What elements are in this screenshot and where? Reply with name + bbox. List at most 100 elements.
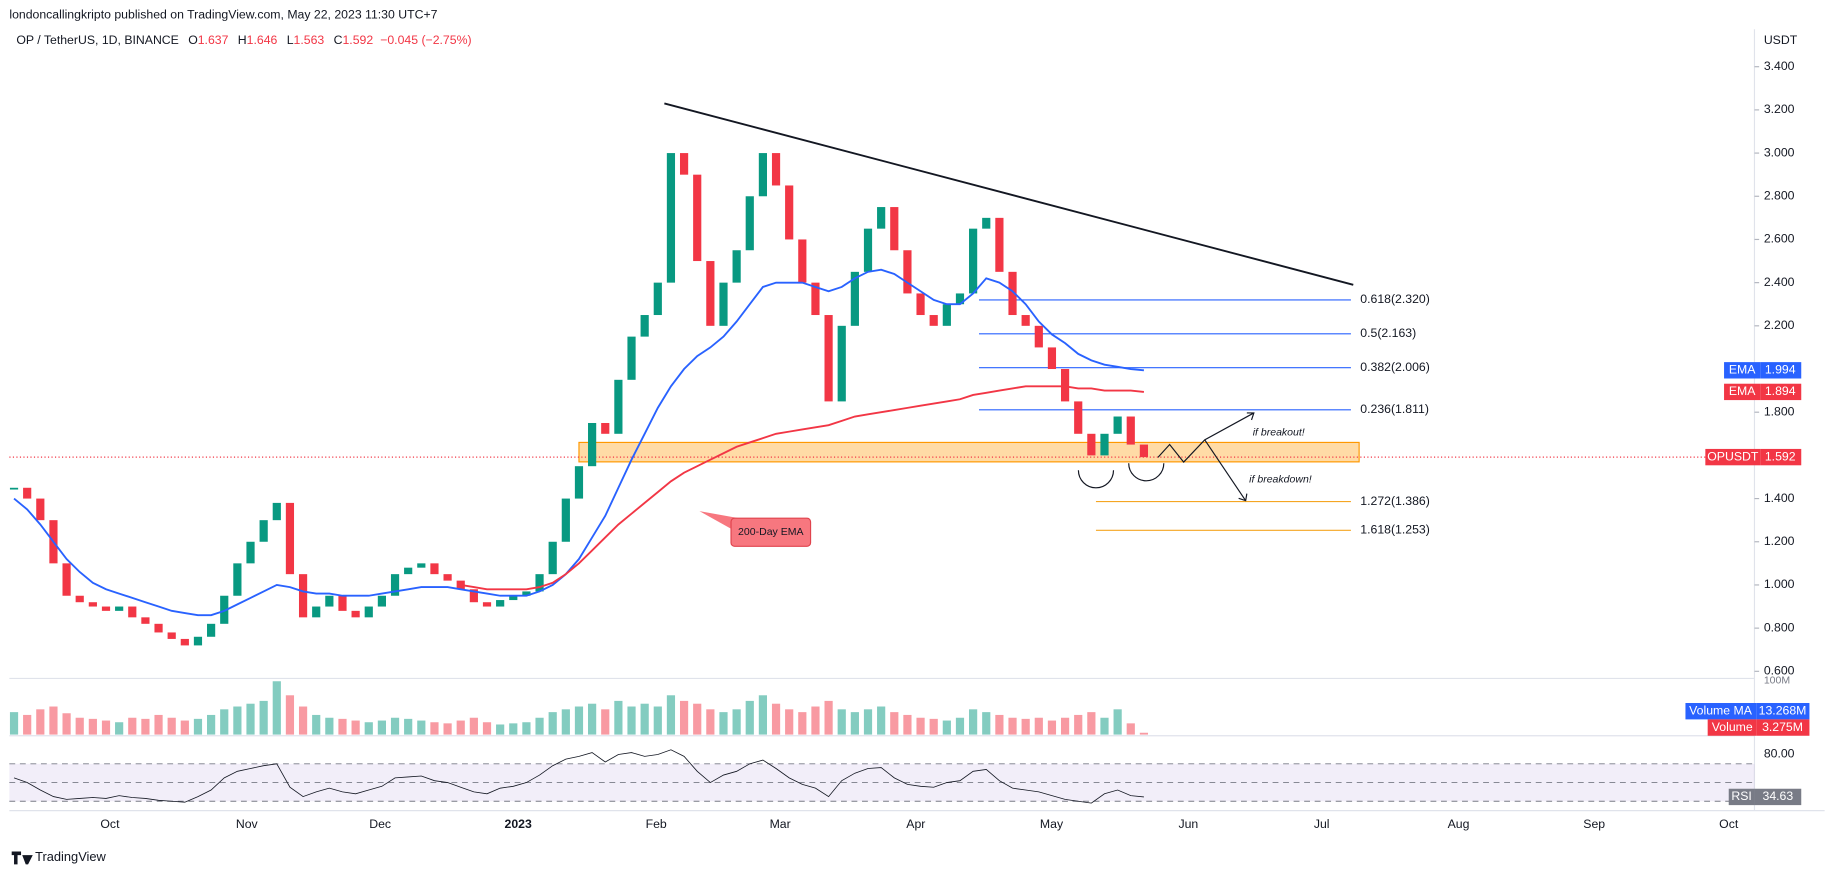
volume-bar	[338, 718, 347, 735]
volume-bar	[798, 712, 807, 735]
candle	[496, 600, 505, 607]
change: −0.045 (−2.75%)	[380, 33, 471, 47]
vol-tag-name: Volume	[1712, 720, 1753, 734]
rsi-tick-label: 80.00	[1764, 747, 1795, 761]
y-tick-label: 2.600	[1764, 232, 1795, 246]
candle	[509, 595, 518, 601]
candle	[154, 623, 163, 633]
candle	[995, 217, 1004, 272]
candle	[312, 606, 321, 618]
candle	[679, 153, 689, 175]
candle	[588, 422, 597, 467]
candle	[23, 487, 32, 499]
volume-bar	[101, 720, 111, 735]
volume-bar	[1074, 714, 1083, 735]
vol-tag	[1685, 703, 1757, 720]
volume-bar	[561, 709, 570, 735]
volume-bar	[693, 703, 702, 735]
volume-bar	[942, 720, 951, 735]
volume-bar	[285, 695, 295, 735]
ohlc-label: L	[287, 33, 294, 47]
candle	[364, 606, 373, 618]
candle	[877, 207, 886, 229]
x-tick-label: Aug	[1448, 817, 1470, 831]
volume-bar	[679, 700, 689, 735]
x-tick-label: Oct	[1719, 817, 1739, 831]
x-tick-label: Jun	[1178, 817, 1198, 831]
candle	[246, 541, 255, 564]
x-tick-label: Feb	[646, 817, 667, 831]
volume-bar	[877, 706, 886, 735]
volume-bar	[482, 722, 492, 735]
volume-bar	[929, 718, 938, 735]
volume-bar	[535, 717, 544, 735]
candle	[193, 636, 203, 646]
candle	[298, 574, 308, 618]
volume-bar	[141, 718, 150, 735]
rsi-tag-name: RSI	[1731, 789, 1751, 803]
volume-bar	[298, 706, 308, 735]
fib-label: 0.5(2.163)	[1360, 326, 1416, 340]
volume-bar	[312, 714, 321, 735]
candle	[75, 595, 84, 603]
candle	[285, 502, 295, 575]
volume-bar	[23, 714, 32, 735]
y-tick-label: 0.800	[1764, 620, 1795, 634]
volume-bar	[1087, 712, 1096, 735]
layers: 0.600 0.800 1.000 1.200 1.400 1.800 2.200 2.400…	[9, 59, 1810, 831]
volume-bar	[180, 720, 189, 735]
y-tick-label: 1.000	[1764, 577, 1795, 591]
ohlc-label: H	[238, 33, 247, 47]
candle	[325, 595, 334, 607]
candle	[863, 228, 873, 272]
volume-bar	[719, 712, 728, 735]
y-tick-label: 2.400	[1764, 275, 1795, 289]
volume-bar	[640, 703, 649, 735]
ohlc-value: 1.592	[342, 33, 373, 47]
candle	[1021, 315, 1030, 326]
volume-bar	[969, 709, 978, 735]
candle	[535, 574, 544, 592]
breakout-path	[1157, 412, 1255, 463]
candle	[207, 623, 216, 637]
volume-bar	[154, 714, 163, 735]
candle	[1074, 401, 1083, 434]
volume-bar	[62, 713, 71, 735]
candle	[259, 520, 268, 542]
price-tag	[1760, 362, 1802, 379]
volume-bar	[982, 712, 991, 735]
volume-bar	[325, 717, 334, 735]
currency: USDT	[1764, 33, 1798, 47]
y-tick-label: 1.200	[1764, 534, 1795, 548]
callout-pointer	[699, 511, 740, 529]
volume-bar	[758, 695, 768, 735]
breakdown-path	[1204, 439, 1247, 501]
ohlc-value: 1.646	[247, 33, 278, 47]
candle	[824, 315, 833, 402]
volume-bar	[115, 722, 124, 735]
volume-bar	[1034, 717, 1043, 735]
candle	[942, 304, 951, 326]
candle	[390, 574, 400, 596]
logo	[11, 851, 33, 865]
price-tag-name: EMA	[1729, 384, 1756, 398]
volume-bar	[1139, 732, 1149, 735]
candle	[1087, 433, 1096, 456]
candle	[666, 153, 676, 283]
volume-bar	[666, 695, 676, 735]
ohlc-value: 1.637	[198, 33, 229, 47]
price-tag	[1705, 448, 1761, 466]
candle	[758, 153, 768, 197]
volume-bar	[955, 717, 965, 735]
volume-bar	[351, 720, 360, 735]
footer: TradingView	[35, 849, 106, 864]
volume-bar	[903, 714, 912, 735]
candle	[771, 153, 781, 186]
fib-label: 1.618(1.253)	[1360, 523, 1430, 537]
publisher: londoncallingkripto published on Trading…	[9, 8, 437, 22]
candle	[1060, 369, 1070, 402]
volume-bar	[706, 709, 715, 735]
volume-bar	[443, 723, 452, 735]
volume-bar	[36, 709, 45, 735]
volume-bar	[548, 712, 557, 735]
